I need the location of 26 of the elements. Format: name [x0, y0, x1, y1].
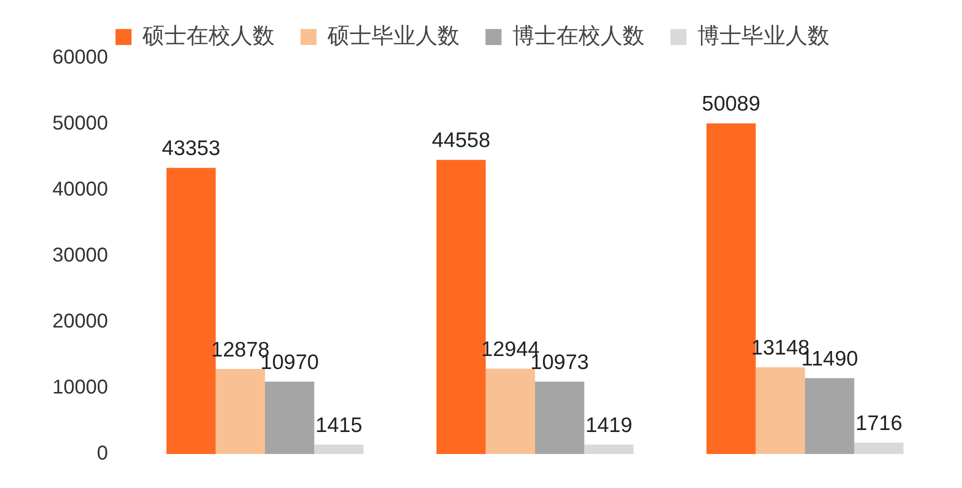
y-tick-label: 30000 — [52, 244, 108, 267]
bar — [265, 382, 314, 454]
legend-label: 硕士毕业人数 — [326, 23, 460, 48]
legend-label: 博士在校人数 — [512, 23, 644, 48]
bar — [805, 378, 854, 454]
legend-label: 博士毕业人数 — [698, 23, 830, 48]
data-label: 44558 — [432, 129, 490, 152]
bar — [854, 442, 904, 454]
y-tick-label: 50000 — [52, 112, 108, 135]
bar — [756, 367, 805, 454]
y-tick-label: 40000 — [52, 178, 108, 201]
data-label: 50089 — [702, 92, 760, 116]
y-tick-label: 10000 — [52, 376, 108, 399]
bar — [314, 444, 364, 454]
bar — [535, 382, 584, 454]
bar — [584, 444, 634, 454]
data-label: 1415 — [316, 414, 362, 437]
y-tick-label: 20000 — [52, 310, 108, 333]
bar — [216, 369, 265, 454]
data-label: 43353 — [162, 137, 220, 160]
y-tick-label: 60000 — [52, 46, 108, 69]
data-label: 1419 — [586, 414, 632, 437]
y-tick-label: 0 — [96, 442, 108, 465]
legend-label: 硕士在校人数 — [142, 23, 274, 48]
bar — [486, 368, 535, 454]
data-label: 1716 — [856, 412, 902, 435]
